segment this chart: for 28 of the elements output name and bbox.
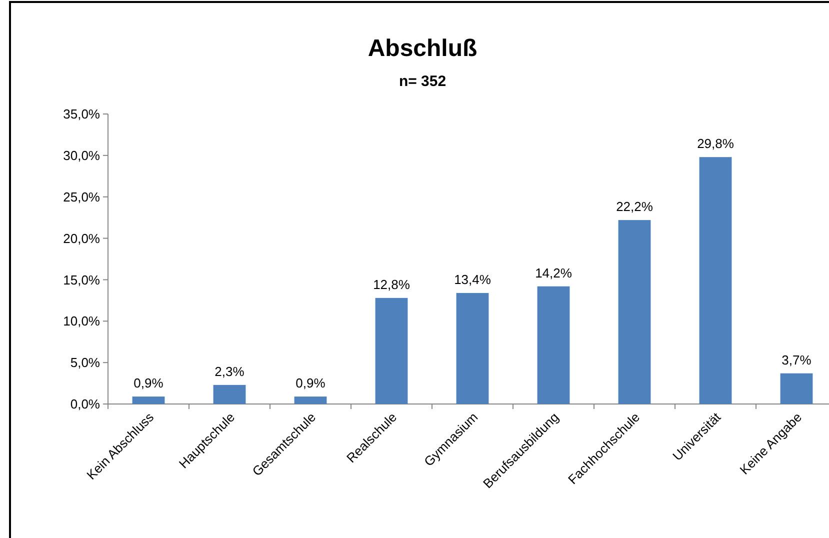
y-tick-label: 20,0% [63, 230, 100, 246]
data-label: 2,3% [214, 364, 245, 379]
data-label: 13,4% [454, 272, 492, 287]
y-tick-label: 35,0% [63, 106, 100, 122]
data-label: 22,2% [616, 199, 654, 214]
data-label: 3,7% [782, 352, 812, 368]
y-tick-label: 30,0% [63, 148, 100, 163]
y-tick-label: 5,0% [70, 355, 100, 370]
bar [456, 292, 489, 404]
y-tick-label: 0,0% [70, 396, 100, 412]
bar [780, 373, 813, 404]
chart-title: Abschluß [368, 35, 478, 62]
y-tick-label: 10,0% [63, 314, 100, 329]
data-label: 0,9% [134, 376, 164, 391]
bar [375, 298, 408, 404]
bar [294, 396, 327, 404]
bar [537, 286, 570, 404]
bar [618, 220, 651, 404]
y-tick-label: 15,0% [63, 272, 100, 288]
bar [213, 384, 246, 404]
data-label: 12,8% [373, 276, 410, 292]
bar [132, 396, 165, 404]
data-label: 29,8% [697, 136, 734, 152]
bar [699, 157, 732, 404]
data-label: 14,2% [535, 265, 572, 280]
data-label: 0,9% [296, 376, 326, 391]
chart-subtitle: n= 352 [398, 73, 446, 90]
y-tick-label: 25,0% [63, 189, 100, 204]
